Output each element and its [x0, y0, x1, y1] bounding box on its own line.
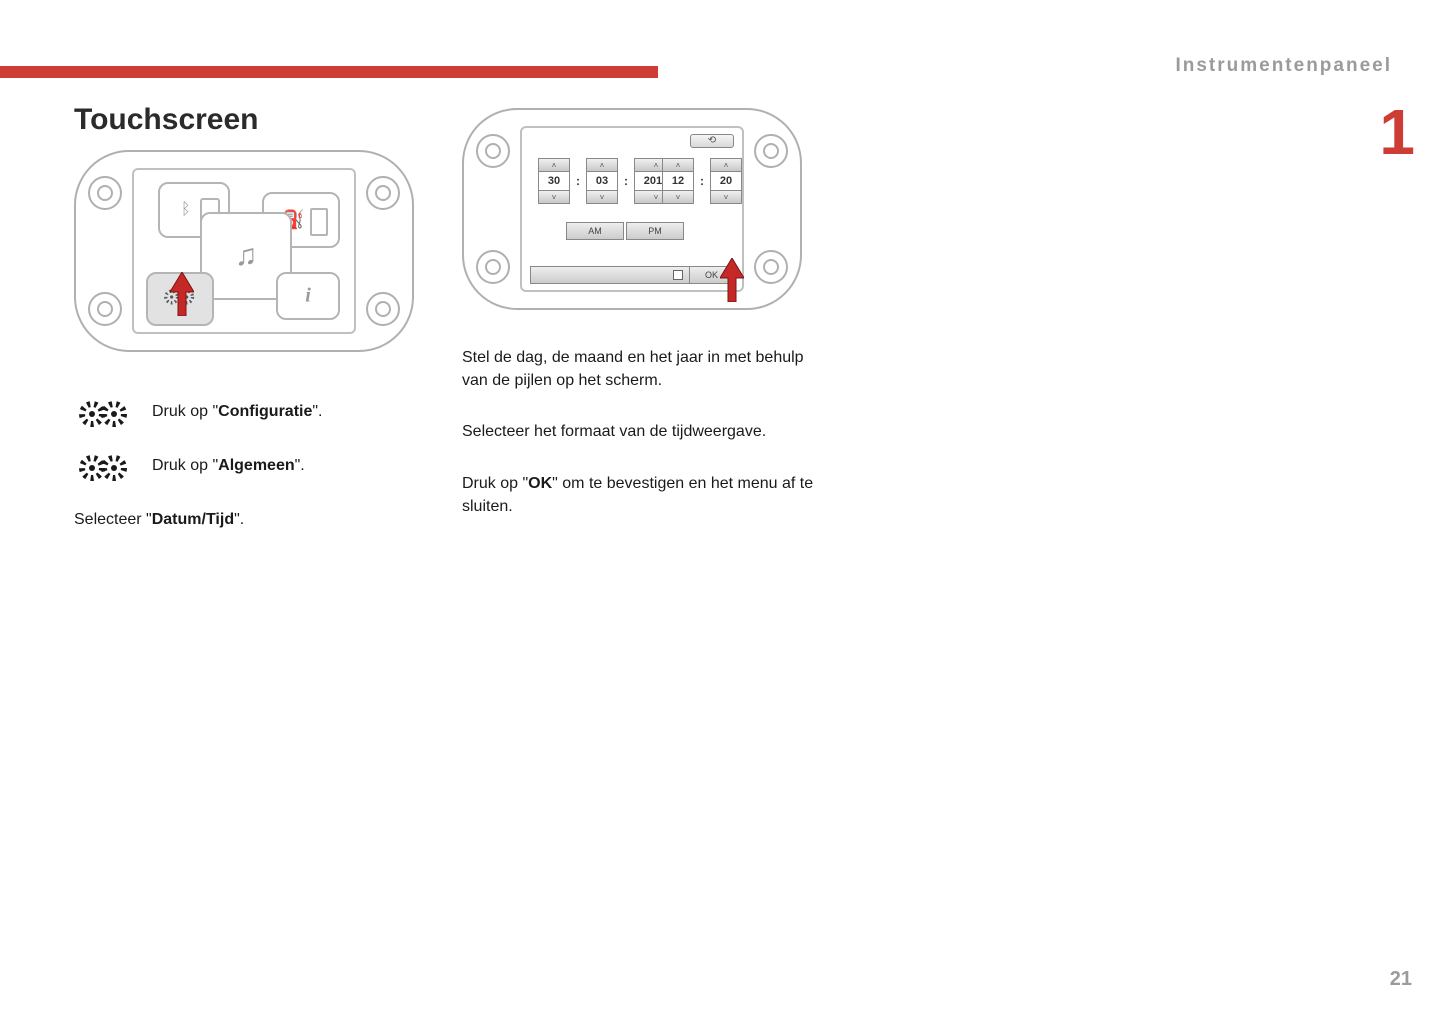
knob-icon — [366, 176, 400, 210]
knob-icon — [754, 250, 788, 284]
arrow-down-icon: ˅ — [586, 190, 618, 204]
gear-icon — [74, 452, 134, 484]
arrow-up-icon: ˄ — [538, 158, 570, 172]
step-item: Druk op "Configuratie". — [74, 398, 444, 430]
arrow-down-icon: ˅ — [538, 190, 570, 204]
minute-value: 20 — [710, 172, 742, 190]
info-tile: i — [276, 272, 340, 320]
arrow-up-icon: ˄ — [586, 158, 618, 172]
steps-left-column: Druk op "Configuratie". Druk op "Algemee… — [74, 398, 444, 553]
step-item: Selecteer "Datum/Tijd". — [74, 506, 444, 531]
knob-icon — [88, 292, 122, 326]
steps-right-column: Stel de dag, de maand en het jaar in met… — [462, 346, 832, 546]
step-text: Druk op "Configuratie". — [152, 398, 323, 423]
touchscreen-device-datetime: ⟲ ˄ 30 ˅ : ˄ 03 ˅ : ˄ 2018 ˅ — [462, 108, 802, 310]
separator: : — [622, 158, 630, 204]
page-number: 21 — [1390, 968, 1412, 991]
day-spinner: ˄ 30 ˅ — [538, 158, 570, 204]
hour-spinner: ˄ 12 ˅ — [662, 158, 694, 204]
knob-icon — [366, 292, 400, 326]
separator: : — [574, 158, 582, 204]
minute-spinner: ˄ 20 ˅ — [710, 158, 742, 204]
separator: : — [698, 158, 706, 204]
month-spinner: ˄ 03 ˅ — [586, 158, 618, 204]
instruction-text: Druk op "OK" om te bevestigen en het men… — [462, 472, 832, 518]
section-label: Instrumentenpaneel — [1175, 55, 1392, 77]
arrow-up-icon: ˄ — [710, 158, 742, 172]
arrow-down-icon: ˅ — [662, 190, 694, 204]
red-arrow-icon — [170, 272, 194, 316]
step-text: Druk op "Algemeen". — [152, 452, 305, 477]
info-icon: i — [305, 285, 311, 308]
knob-icon — [754, 134, 788, 168]
knob-icon — [88, 176, 122, 210]
ampm-toggle: AM PM — [566, 222, 684, 240]
arrow-up-icon: ˄ — [662, 158, 694, 172]
gear-icon — [74, 398, 134, 430]
instruction-text: Stel de dag, de maand en het jaar in met… — [462, 346, 832, 392]
checkbox-icon — [673, 270, 683, 280]
step-item: Druk op "Algemeen". — [74, 452, 444, 484]
knob-icon — [476, 250, 510, 284]
day-value: 30 — [538, 172, 570, 190]
date-spinners: ˄ 30 ˅ : ˄ 03 ˅ : ˄ 2018 ˅ — [538, 158, 678, 204]
month-value: 03 — [586, 172, 618, 190]
hour-value: 12 — [662, 172, 694, 190]
screen-area: ⟲ ˄ 30 ˅ : ˄ 03 ˅ : ˄ 2018 ˅ — [520, 126, 744, 292]
instruction-text: Selecteer het formaat van de tijdweergav… — [462, 420, 832, 443]
knob-icon — [476, 134, 510, 168]
music-icon: ♫ — [235, 239, 258, 273]
bottom-bar: OK — [530, 266, 734, 284]
accent-bar — [0, 66, 658, 78]
pm-button: PM — [626, 222, 684, 240]
am-button: AM — [566, 222, 624, 240]
chapter-number: 1 — [1379, 95, 1415, 169]
touchscreen-device-menu: ᛒ ⛽ ♫ i — [74, 150, 414, 352]
screen-area: ᛒ ⛽ ♫ i — [132, 168, 356, 334]
red-arrow-icon — [720, 258, 744, 302]
bluetooth-icon: ᛒ — [181, 201, 191, 219]
step-text: Selecteer "Datum/Tijd". — [74, 506, 244, 531]
page-title: Touchscreen — [74, 103, 259, 137]
option-bar — [530, 266, 690, 284]
back-button: ⟲ — [690, 134, 734, 148]
arrow-down-icon: ˅ — [710, 190, 742, 204]
time-spinners: ˄ 12 ˅ : ˄ 20 ˅ — [662, 158, 742, 204]
